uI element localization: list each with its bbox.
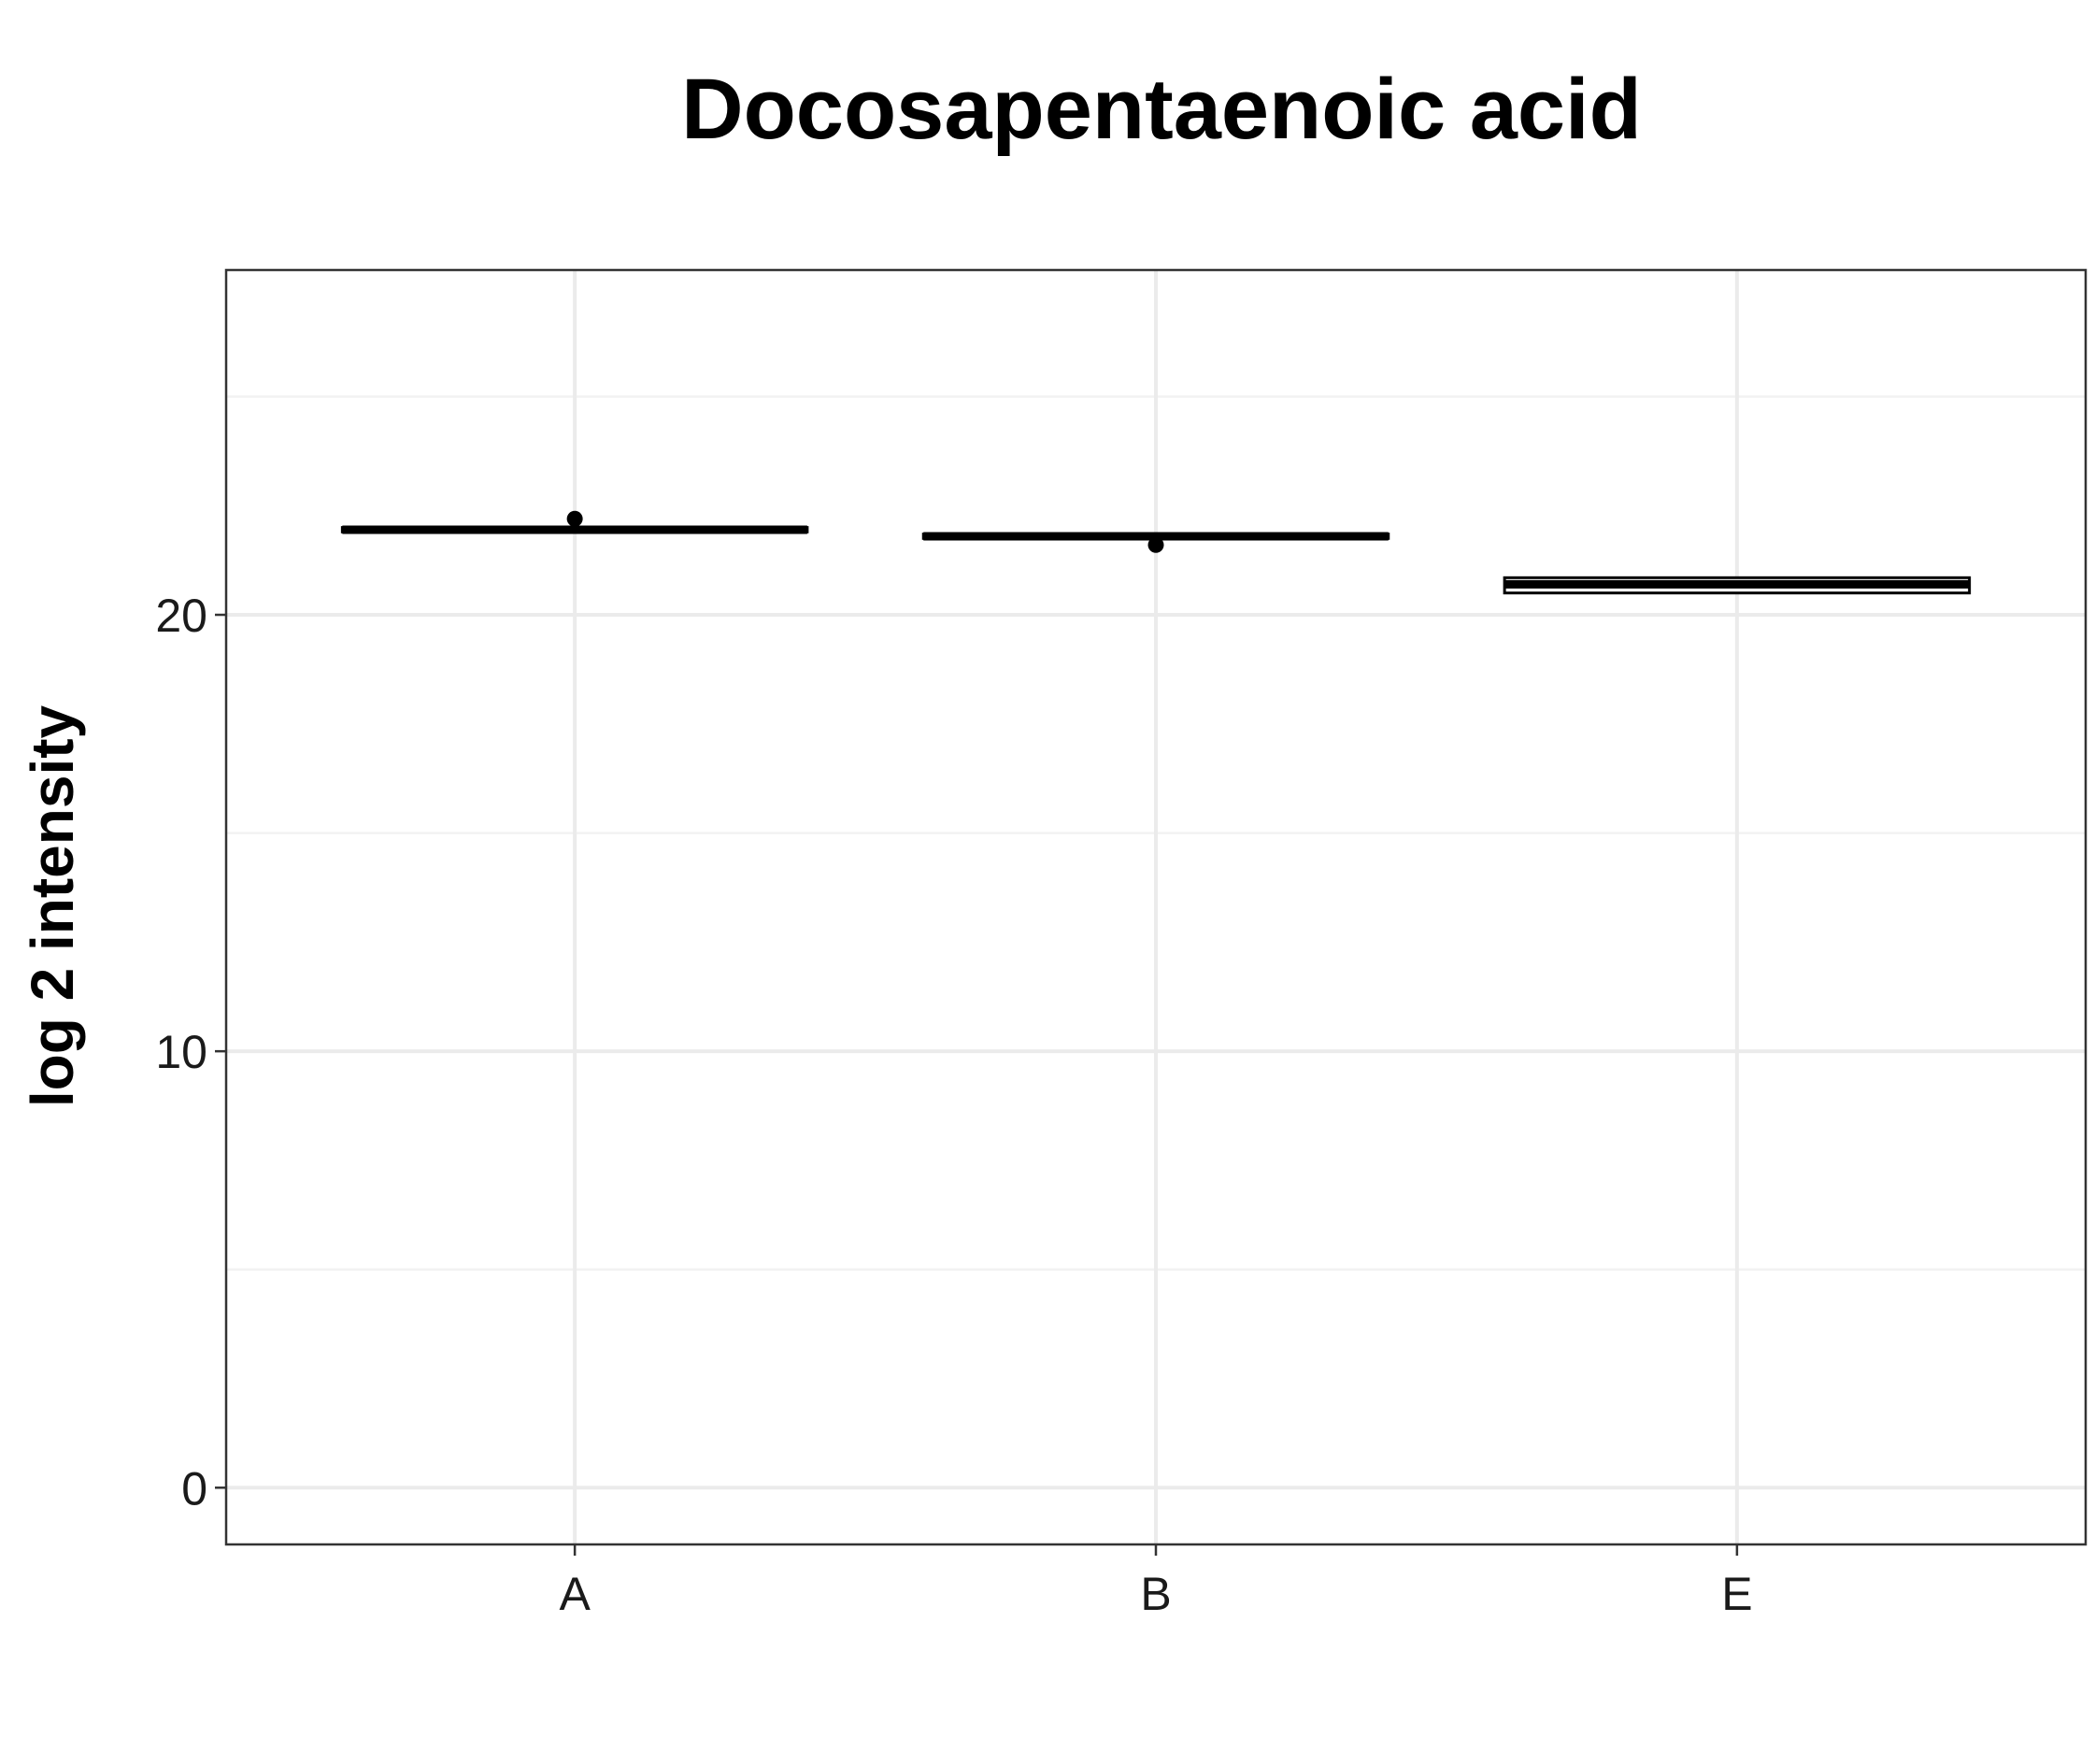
y-tick-label: 20 <box>155 590 207 642</box>
grid <box>226 270 2086 1544</box>
axes: 0 10 20 A B E <box>155 590 1752 1620</box>
y-axis-label: log 2 intensity <box>19 704 86 1107</box>
outlier-point <box>1147 536 1164 553</box>
outlier-point <box>566 510 583 527</box>
y-tick-label: 10 <box>155 1026 207 1078</box>
y-tick-label: 0 <box>181 1462 207 1515</box>
x-tick-label: E <box>1721 1568 1752 1620</box>
x-tick-label: B <box>1140 1568 1171 1620</box>
boxplots <box>340 510 1972 595</box>
chart-title: Docosapentaenoic acid <box>681 62 1642 157</box>
x-tick-label: A <box>559 1568 591 1620</box>
